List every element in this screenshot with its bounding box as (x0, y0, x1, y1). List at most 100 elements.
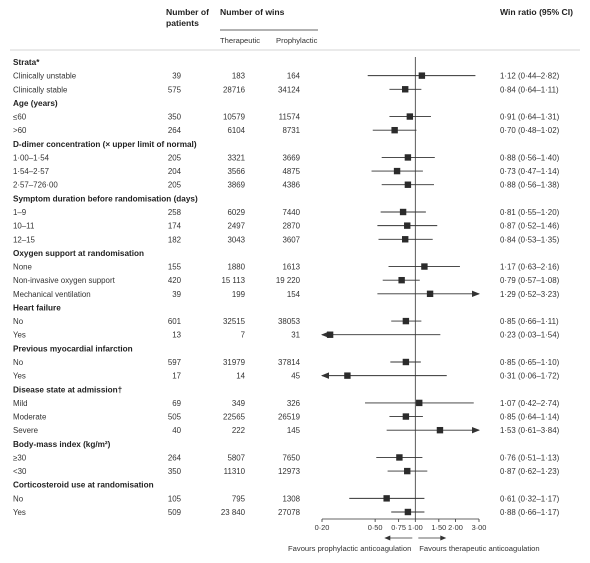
row-win-ratio-ci: 1·53 (0·61–3·84) (500, 426, 560, 435)
favours-left-label: Favours prophylactic anticoagulation (288, 544, 411, 553)
point-estimate (393, 167, 401, 175)
row-label: Mechanical ventilation (13, 290, 91, 299)
ci-arrow-right (472, 290, 480, 298)
row-prophylactic-wins: 7440 (282, 208, 300, 217)
row-patients: 601 (168, 317, 181, 326)
row-patients: 420 (168, 276, 182, 285)
header-therapeutic: Therapeutic (220, 36, 260, 45)
row-win-ratio-ci: 1·29 (0·52–3·23) (500, 290, 560, 299)
group-heading: Previous myocardial infarction (13, 344, 133, 353)
row-label: Yes (13, 331, 26, 340)
row-therapeutic-wins: 2497 (227, 222, 245, 231)
row-win-ratio-ci: 1·12 (0·44–2·82) (500, 72, 560, 81)
row-label: Non-invasive oxygen support (13, 276, 116, 285)
row-patients: 264 (168, 453, 182, 462)
point-estimate (416, 399, 423, 407)
row-label: 12–15 (13, 235, 36, 244)
forest-rows: Strata* Clinically unstable 39 183 164 1·12 (… (13, 58, 560, 517)
row-label: ≤60 (13, 113, 27, 122)
row-label: No (13, 358, 24, 367)
group-heading: Oxygen support at randomisation (13, 249, 144, 258)
row-therapeutic-wins: 22565 (223, 413, 246, 422)
row-therapeutic-wins: 11310 (224, 467, 246, 476)
point-estimate (421, 263, 428, 270)
group-heading: Age (years) (13, 99, 58, 108)
row-patients: 17 (172, 372, 181, 381)
header-patients-line2: patients (166, 18, 199, 28)
row-patients: 182 (168, 235, 181, 244)
row-prophylactic-wins: 154 (287, 290, 301, 299)
row-therapeutic-wins: 6104 (227, 126, 245, 135)
row-label: Mild (13, 399, 27, 408)
row-therapeutic-wins: 15 113 (221, 276, 245, 285)
row-therapeutic-wins: 3566 (227, 167, 245, 176)
row-prophylactic-wins: 31 (291, 331, 300, 340)
row-patients: 69 (172, 399, 181, 408)
row-prophylactic-wins: 34124 (278, 85, 301, 94)
row-win-ratio-ci: 0·84 (0·53–1·35) (500, 235, 560, 244)
point-estimate (396, 454, 403, 461)
row-prophylactic-wins: 7650 (282, 453, 300, 462)
row-win-ratio-ci: 0·79 (0·57–1·08) (500, 276, 560, 285)
row-label: >60 (13, 126, 27, 135)
point-estimate (326, 331, 334, 338)
point-estimate (426, 290, 434, 298)
row-patients: 174 (168, 222, 182, 231)
point-estimate (344, 372, 351, 379)
header-prophylactic: Prophylactic (276, 36, 318, 45)
row-prophylactic-wins: 164 (287, 72, 301, 81)
row-patients: 39 (172, 290, 181, 299)
row-patients: 155 (168, 263, 182, 272)
row-prophylactic-wins: 38053 (278, 317, 301, 326)
group-heading: Body-mass index (kg/m²) (13, 440, 111, 449)
group-heading: Heart failure (13, 303, 61, 312)
row-label: 1·00–1·54 (13, 153, 50, 162)
row-patients: 505 (168, 413, 182, 422)
row-patients: 39 (172, 72, 181, 81)
row-patients: 258 (168, 208, 182, 217)
row-prophylactic-wins: 26519 (278, 413, 301, 422)
group-heading: Disease state at admission† (13, 385, 122, 394)
row-patients: 264 (168, 126, 182, 135)
row-label: Clinically stable (13, 85, 68, 94)
row-label: 2·57–726·00 (13, 181, 58, 190)
group-heading: D-dimer concentration (× upper limit of … (13, 140, 197, 149)
row-therapeutic-wins: 183 (232, 72, 246, 81)
row-prophylactic-wins: 8731 (282, 126, 300, 135)
row-patients: 40 (172, 426, 181, 435)
row-patients: 13 (172, 331, 181, 340)
point-estimate (399, 208, 407, 216)
row-win-ratio-ci: 0·81 (0·55–1·20) (500, 208, 560, 217)
point-estimate (402, 413, 410, 420)
point-estimate (406, 113, 414, 120)
x-tick-label: 0·20 (315, 523, 330, 532)
row-prophylactic-wins: 2870 (282, 222, 300, 231)
row-therapeutic-wins: 23 840 (221, 508, 246, 517)
row-win-ratio-ci: 1·07 (0·42–2·74) (500, 399, 560, 408)
group-heading: Symptom duration before randomisation (d… (13, 194, 198, 203)
row-win-ratio-ci: 0·23 (0·03–1·54) (500, 331, 560, 340)
row-label: None (13, 263, 32, 272)
row-win-ratio-ci: 0·85 (0·65–1·10) (500, 358, 560, 367)
row-win-ratio-ci: 0·73 (0·47–1·14) (500, 167, 560, 176)
row-patients: 350 (168, 467, 182, 476)
row-prophylactic-wins: 1613 (282, 263, 300, 272)
row-label: 1·54–2·57 (13, 167, 49, 176)
row-prophylactic-wins: 326 (287, 399, 301, 408)
point-estimate (404, 467, 411, 475)
point-estimate (404, 508, 412, 516)
row-label: No (13, 494, 24, 503)
row-win-ratio-ci: 0·76 (0·51–1·13) (500, 453, 560, 462)
row-label: No (13, 317, 24, 326)
row-win-ratio-ci: 0·61 (0·32–1·17) (500, 494, 560, 503)
point-estimate (401, 86, 409, 93)
point-estimate (391, 126, 398, 134)
row-patients: 597 (168, 358, 181, 367)
row-therapeutic-wins: 28716 (223, 85, 246, 94)
row-patients: 204 (168, 167, 182, 176)
row-win-ratio-ci: 0·85 (0·66–1·11) (500, 317, 559, 326)
row-prophylactic-wins: 37814 (278, 358, 301, 367)
row-prophylactic-wins: 27078 (278, 508, 301, 517)
row-label: Clinically unstable (13, 72, 77, 81)
